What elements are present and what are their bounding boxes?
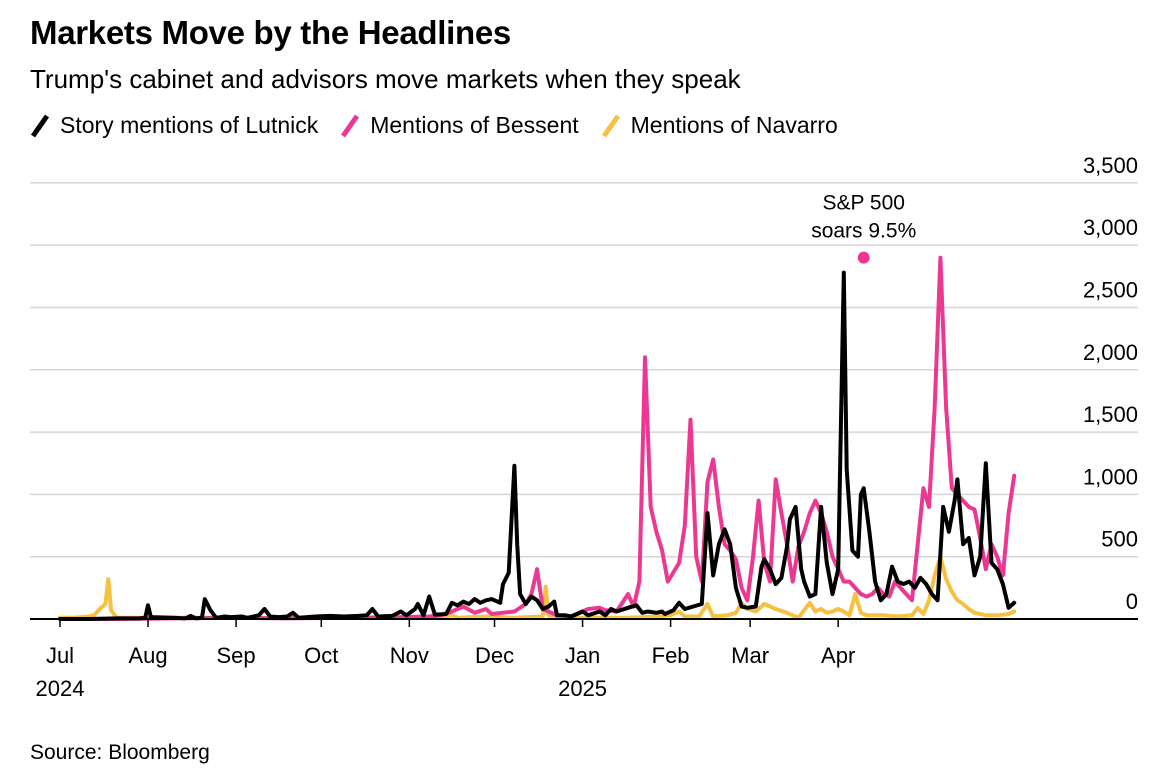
legend-label-navarro: Mentions of Navarro (630, 112, 838, 138)
source-note: Source: Bloomberg (30, 741, 210, 764)
x-tick-label: Oct (304, 643, 338, 668)
legend-swatch-navarro (601, 114, 620, 137)
y-tick-label: 0 (1126, 589, 1138, 614)
chart-legend: Story mentions of Lutnick Mentions of Be… (30, 112, 860, 139)
y-tick-label: 3,000 (1083, 215, 1138, 240)
annotation-text: S&P 500 (822, 192, 905, 215)
legend-mark-lutnick (30, 114, 50, 137)
legend-label-bessent: Mentions of Bessent (370, 112, 579, 138)
x-tick-label: Aug (128, 643, 167, 668)
x-tick-label: Feb (652, 643, 690, 668)
x-tick-year-label: 2024 (36, 676, 85, 701)
x-tick-label: Apr (821, 643, 855, 668)
legend-item-navarro: Mentions of Navarro (601, 112, 838, 139)
y-tick-label: 1,500 (1083, 402, 1138, 427)
x-tick-label: Dec (475, 643, 514, 668)
y-tick-label: 2,000 (1083, 340, 1138, 365)
chart-subtitle: Trump's cabinet and advisors move market… (30, 64, 741, 94)
legend-item-bessent: Mentions of Bessent (340, 112, 579, 139)
y-tick-label: 3,500 (1083, 153, 1138, 178)
x-tick-label: Mar (731, 643, 769, 668)
x-tick-label: Sep (217, 643, 256, 668)
x-tick-label: Jan (565, 643, 600, 668)
legend-swatch-lutnick (30, 114, 50, 137)
legend-mark-navarro (601, 114, 620, 137)
annotation-text: soars 9.5% (811, 220, 916, 243)
x-tick-year-label: 2025 (558, 676, 607, 701)
legend-swatch-bessent (341, 114, 360, 137)
legend-label-lutnick: Story mentions of Lutnick (60, 112, 319, 138)
chart-title: Markets Move by the Headlines (30, 14, 511, 51)
x-tick-label: Jul (46, 643, 74, 668)
series-line-story-mentions-of-lutnick (58, 270, 1017, 621)
x-tick-label: Nov (390, 643, 429, 668)
y-tick-label: 2,500 (1083, 278, 1138, 303)
series-line-mentions-of-bessent (58, 255, 1017, 621)
annotation-marker (857, 251, 870, 264)
y-tick-label: 1,000 (1083, 464, 1138, 489)
legend-item-lutnick: Story mentions of Lutnick (30, 112, 318, 139)
legend-mark-bessent (341, 114, 360, 137)
y-tick-label: 500 (1101, 527, 1138, 552)
